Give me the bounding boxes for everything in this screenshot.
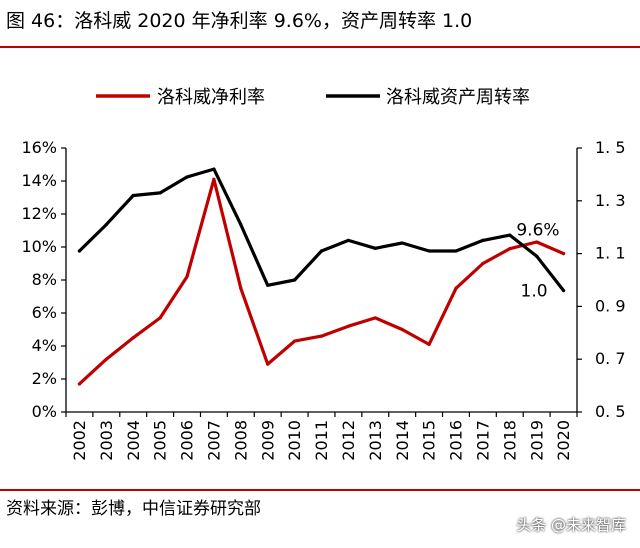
source-rule (0, 489, 640, 491)
y-left-tick-label: 16% (21, 138, 57, 157)
net-margin-point (319, 334, 324, 338)
net-margin-point (561, 252, 566, 256)
figure-title: 图 46：洛科威 2020 年净利率 9.6%，资产周转率 1.0 (6, 10, 473, 32)
asset-turnover-point (346, 238, 350, 242)
x-tick-label: 2019 (527, 420, 546, 461)
x-tick-label: 2012 (339, 420, 358, 461)
y-right-tick-label: 1. 1 (595, 244, 626, 263)
x-tick-label: 2011 (312, 420, 331, 461)
y-left-tick-label: 8% (32, 270, 57, 289)
y-left-tick-label: 14% (21, 171, 57, 190)
net-margin-point (400, 327, 404, 332)
x-tick-label: 2020 (554, 420, 573, 461)
x-tick-label: 2014 (393, 420, 412, 461)
y-left-tick-label: 10% (21, 237, 57, 256)
y-right-tick-label: 0. 9 (595, 296, 626, 315)
asset-turnover-point (508, 233, 512, 237)
net-margin-point (239, 286, 243, 290)
legend-label: 洛科威净利率 (157, 87, 265, 108)
watermark: 头条 @未来智库 (516, 516, 626, 534)
asset-turnover-point (239, 222, 243, 227)
line-chart: 洛科威净利率 洛科威资产周转率 0% 2% 4% 6% 8% 10% 12% 14% 16% 0. … (21, 87, 625, 461)
asset-turnover-point (373, 246, 377, 250)
net-margin-point (427, 342, 431, 346)
asset-turnover-point (427, 249, 431, 253)
asset-turnover-point (185, 175, 189, 179)
net-margin-point (454, 286, 458, 290)
net-margin-point (185, 275, 189, 279)
x-tick-label: 2006 (178, 420, 197, 461)
x-tick-label: 2009 (258, 420, 277, 461)
y-right-tick-label: 1. 5 (595, 138, 626, 157)
net-margin-point (373, 316, 377, 320)
y-left-tick-label: 0% (32, 402, 57, 421)
annotation-label: 9.6% (516, 221, 559, 241)
asset-turnover-point (266, 283, 270, 287)
y-left-tick-label: 6% (32, 303, 57, 322)
asset-turnover-line (77, 167, 566, 293)
x-tick-label: 2007 (205, 420, 224, 461)
asset-turnover-point (131, 193, 135, 198)
asset-turnover-point (319, 249, 324, 253)
axes: 0% 2% 4% 6% 8% 10% 12% 14% 16% 0. 5 0. 7 0. 9 1. 1 1.… (21, 138, 625, 461)
y-right-tick-label: 0. 7 (595, 349, 626, 368)
x-tick-label: 2002 (70, 420, 89, 461)
y-right-tick-label: 1. 3 (595, 191, 626, 210)
asset-turnover-point (454, 249, 458, 253)
asset-turnover-point (400, 241, 404, 245)
net-margin-point (535, 240, 539, 244)
net-margin-point (508, 247, 512, 251)
x-tick-label: 2008 (231, 420, 250, 461)
x-tick-label: 2013 (366, 420, 385, 461)
asset-turnover-point (77, 249, 82, 253)
legend-label: 洛科威资产周转率 (386, 87, 530, 108)
x-tick-label: 2016 (447, 420, 466, 461)
asset-turnover-point (535, 254, 539, 258)
net-margin-point (212, 177, 216, 181)
x-tick-label: 2017 (473, 420, 492, 461)
y-left-tick-label: 2% (32, 369, 57, 388)
x-tick-label: 2010 (285, 420, 304, 461)
y-right-tick-label: 0. 5 (595, 402, 626, 421)
net-margin-line (77, 177, 566, 386)
annotation-label: 1.0 (521, 282, 548, 302)
asset-turnover-point (481, 238, 485, 242)
net-margin-point (104, 357, 108, 361)
x-tick-label: 2004 (124, 420, 143, 461)
asset-turnover-point (104, 222, 108, 227)
net-margin-point (131, 336, 135, 340)
y-left-tick-label: 12% (21, 204, 57, 223)
y-left-tick-label: 4% (32, 336, 57, 355)
x-tick-label: 2005 (151, 420, 170, 461)
net-margin-point (293, 339, 297, 343)
asset-turnover-point (293, 278, 297, 282)
net-margin-point (481, 261, 485, 266)
title-rule (0, 46, 640, 48)
legend: 洛科威净利率 洛科威资产周转率 (96, 87, 530, 108)
plot-area: 9.6% 1.0 (77, 167, 566, 386)
source-note: 资料来源：彭博，中信证券研究部 (6, 499, 261, 519)
net-margin-point (266, 362, 270, 366)
net-margin-point (158, 316, 162, 320)
net-margin-point (346, 324, 350, 328)
x-tick-label: 2015 (420, 420, 439, 461)
x-tick-label: 2003 (97, 420, 116, 461)
net-margin-point (77, 382, 82, 386)
asset-turnover-point (212, 167, 216, 171)
asset-turnover-point (561, 288, 566, 293)
x-tick-label: 2018 (500, 420, 519, 461)
asset-turnover-point (158, 191, 162, 195)
